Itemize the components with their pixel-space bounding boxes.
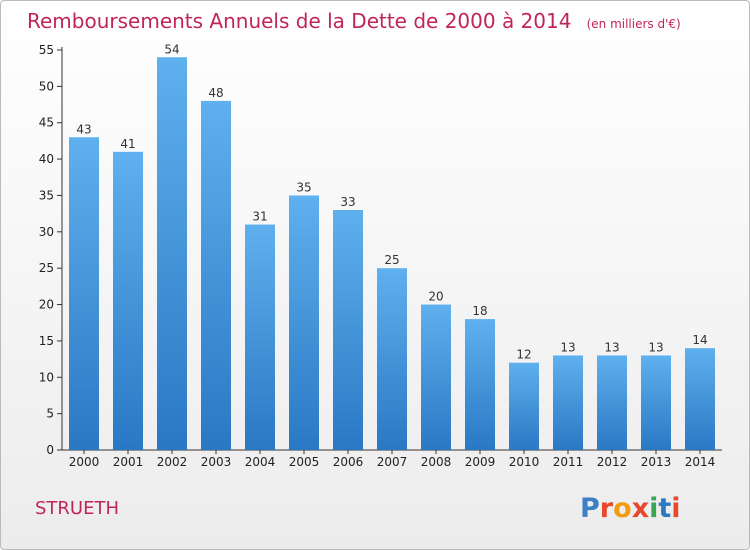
bar-value-label: 35 bbox=[296, 180, 311, 194]
bar-value-label: 31 bbox=[252, 210, 267, 224]
x-tick-label: 2009 bbox=[465, 455, 496, 469]
y-tick-label: 45 bbox=[39, 116, 54, 130]
bar-value-label: 12 bbox=[516, 348, 531, 362]
bar bbox=[465, 319, 495, 450]
logo-letter: x bbox=[632, 493, 649, 524]
bar-value-label: 20 bbox=[428, 290, 443, 304]
bar bbox=[201, 100, 231, 450]
value-labels: 43 41 54 48 31 35 33 25 20 18 12 13 13 13 14 bbox=[76, 42, 707, 361]
x-tick-label: 2006 bbox=[333, 455, 364, 469]
y-tick-label: 40 bbox=[39, 152, 54, 166]
bar bbox=[289, 195, 319, 450]
bar bbox=[641, 355, 671, 450]
y-tick-label: 15 bbox=[39, 334, 54, 348]
x-tick-label: 2011 bbox=[553, 455, 584, 469]
bar-value-label: 14 bbox=[692, 333, 707, 347]
x-tick-label: 2008 bbox=[421, 455, 452, 469]
x-tick-label: 2007 bbox=[377, 455, 408, 469]
bar-value-label: 48 bbox=[208, 86, 223, 100]
chart-title-main: Remboursements Annuels de la Dette de 20… bbox=[27, 9, 571, 33]
bar-value-label: 13 bbox=[560, 340, 575, 354]
x-tick-label: 2005 bbox=[289, 455, 320, 469]
bar-value-label: 54 bbox=[164, 42, 179, 56]
x-tick-label: 2013 bbox=[641, 455, 672, 469]
bar-value-label: 18 bbox=[472, 304, 487, 318]
bar bbox=[377, 268, 407, 450]
bar bbox=[245, 224, 275, 450]
logo-letter: i bbox=[671, 493, 680, 524]
logo-letter: P bbox=[580, 493, 600, 524]
x-tick-label: 2002 bbox=[157, 455, 188, 469]
x-tick-label: 2003 bbox=[201, 455, 232, 469]
x-tick-label: 2001 bbox=[113, 455, 144, 469]
y-tick-label: 30 bbox=[39, 225, 54, 239]
bar bbox=[597, 355, 627, 450]
proxiti-logo: Proxiti bbox=[580, 493, 681, 524]
x-tick-label: 2012 bbox=[597, 455, 628, 469]
bar-value-label: 41 bbox=[120, 137, 135, 151]
logo-letter: o bbox=[613, 493, 632, 524]
x-tick-label: 2000 bbox=[69, 455, 100, 469]
bar-value-label: 13 bbox=[604, 340, 619, 354]
bar bbox=[333, 210, 363, 450]
y-tick-label: 5 bbox=[46, 407, 54, 421]
bar bbox=[113, 151, 143, 450]
bar bbox=[553, 355, 583, 450]
bar-value-label: 25 bbox=[384, 253, 399, 267]
x-tick-label: 2004 bbox=[245, 455, 276, 469]
bar-value-label: 33 bbox=[340, 195, 355, 209]
y-tick-label: 50 bbox=[39, 79, 54, 93]
y-tick-label: 20 bbox=[39, 298, 54, 312]
chart-subtitle: (en milliers d'€) bbox=[587, 17, 681, 31]
location-label: STRUETH bbox=[35, 498, 119, 519]
bars bbox=[69, 57, 715, 451]
chart-title: Remboursements Annuels de la Dette de 20… bbox=[27, 9, 681, 33]
bar-value-label: 13 bbox=[648, 340, 663, 354]
bar bbox=[69, 137, 99, 451]
y-tick-label: 55 bbox=[39, 43, 54, 57]
logo-letter: r bbox=[600, 493, 614, 524]
y-tick-label: 35 bbox=[39, 188, 54, 202]
logo-letter: t bbox=[658, 493, 671, 524]
bar-value-label: 43 bbox=[76, 122, 91, 136]
x-tick-label: 2010 bbox=[509, 455, 540, 469]
bar bbox=[509, 362, 539, 450]
x-tick-label: 2014 bbox=[685, 455, 716, 469]
y-tick-label: 0 bbox=[46, 443, 54, 457]
bar bbox=[421, 304, 451, 450]
bar bbox=[157, 57, 187, 450]
y-tick-label: 10 bbox=[39, 370, 54, 384]
y-tick-label: 25 bbox=[39, 261, 54, 275]
bar bbox=[685, 348, 715, 450]
logo-letter: i bbox=[649, 493, 658, 524]
